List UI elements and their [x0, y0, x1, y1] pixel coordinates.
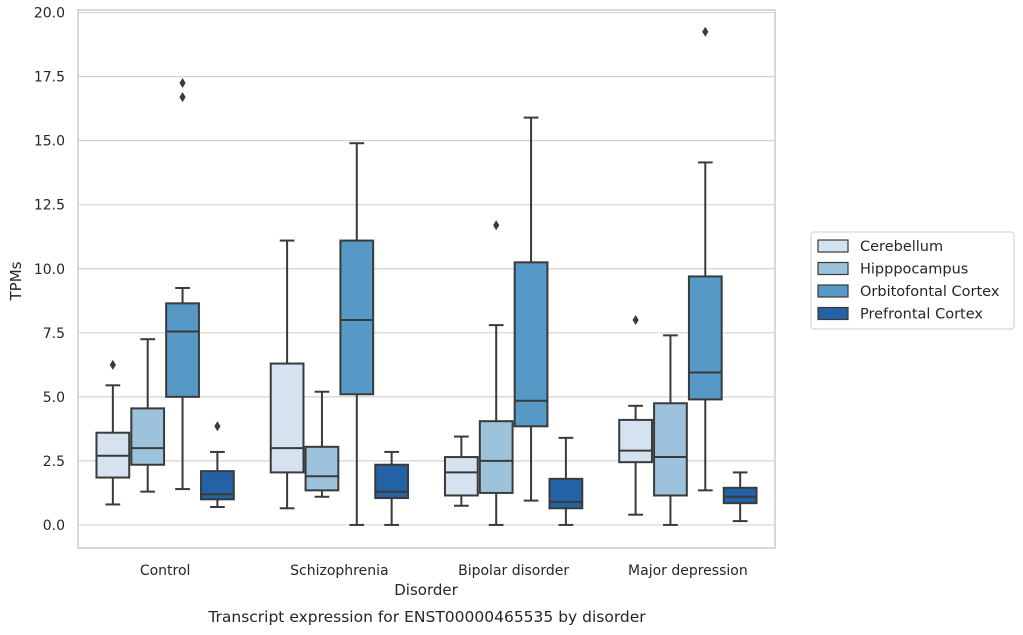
y-tick-labels: 0.0 2.5 5.0 7.5 10.0 12.5 15.0 17.5 20.0	[34, 6, 65, 534]
y-tick-label: 15.0	[34, 134, 65, 150]
legend-label: Hipppocampus	[860, 262, 968, 278]
iqr-box	[513, 261, 549, 428]
iqr-box	[548, 477, 584, 510]
plot-frame	[77, 9, 776, 549]
legend-frame	[810, 231, 1015, 330]
y-axis-title: TPMs	[7, 261, 25, 301]
box-orbitofontal-cortex	[165, 78, 200, 491]
box-hipppocampus	[478, 220, 514, 526]
x-tick-label: Control	[140, 563, 191, 579]
outlier-point	[109, 359, 116, 370]
iqr-box	[478, 420, 514, 494]
y-tick-label: 20.0	[34, 6, 65, 22]
legend-label: Orbitofontal Cortex	[860, 284, 1000, 300]
iqr-box	[618, 418, 653, 464]
iqr-box	[687, 275, 723, 401]
iqr-box	[339, 239, 375, 396]
box-cerebellum	[95, 359, 131, 506]
legend-label: Prefrontal Cortex	[860, 307, 983, 323]
box-hipppocampus	[653, 334, 688, 526]
box-cerebellum	[269, 239, 305, 510]
chart-caption: Transcript expression for ENST0000046553…	[207, 608, 646, 626]
y-tick-label: 17.5	[34, 70, 65, 86]
legend-swatch	[817, 284, 849, 298]
box-orbitofontal-cortex	[339, 142, 375, 526]
box-cerebellum	[443, 435, 479, 507]
y-tick-label: 7.5	[43, 326, 65, 342]
iqr-box	[653, 402, 688, 497]
iqr-box	[374, 463, 410, 500]
iqr-box	[130, 407, 166, 466]
outlier-point	[179, 92, 186, 103]
outlier-point	[493, 220, 500, 231]
y-tick-label: 5.0	[43, 390, 65, 406]
legend-swatch	[817, 261, 849, 276]
iqr-box	[165, 302, 200, 398]
box-orbitofontal-cortex	[513, 116, 549, 502]
boxes-layer	[95, 26, 758, 526]
box-hipppocampus	[304, 390, 340, 498]
x-tick-label: Schizophrenia	[290, 563, 388, 579]
legend-swatch	[817, 306, 849, 321]
y-tick-label: 10.0	[34, 262, 65, 278]
outlier-point	[179, 78, 186, 89]
outlier-point	[214, 421, 221, 432]
box-prefrontal-cortex	[722, 471, 758, 523]
box-prefrontal-cortex	[374, 450, 410, 526]
outlier-point	[702, 26, 709, 37]
iqr-box	[722, 486, 758, 505]
box-prefrontal-cortex	[548, 436, 584, 526]
box-orbitofontal-cortex	[687, 26, 723, 492]
x-tick-labels: Control Schizophrenia Bipolar disorder Majo…	[140, 563, 748, 579]
legend-swatch	[817, 239, 849, 253]
box-cerebellum	[618, 314, 653, 516]
y-tick-label: 2.5	[43, 454, 65, 470]
iqr-box	[269, 362, 305, 474]
iqr-box	[443, 456, 479, 497]
x-tick-label: Bipolar disorder	[458, 563, 569, 579]
y-tick-label: 0.0	[43, 518, 65, 534]
box-hipppocampus	[130, 338, 166, 493]
x-axis-title: Disorder	[394, 581, 458, 599]
box-prefrontal-cortex	[200, 421, 235, 509]
iqr-box	[304, 445, 340, 492]
x-tick-label: Major depression	[628, 563, 748, 579]
legend-label: Cerebellum	[860, 239, 943, 255]
y-tick-label: 12.5	[34, 198, 65, 214]
legend: Cerebellum Hipppocampus Orbitofontal Corte…	[810, 231, 1015, 330]
outlier-point	[632, 314, 639, 325]
